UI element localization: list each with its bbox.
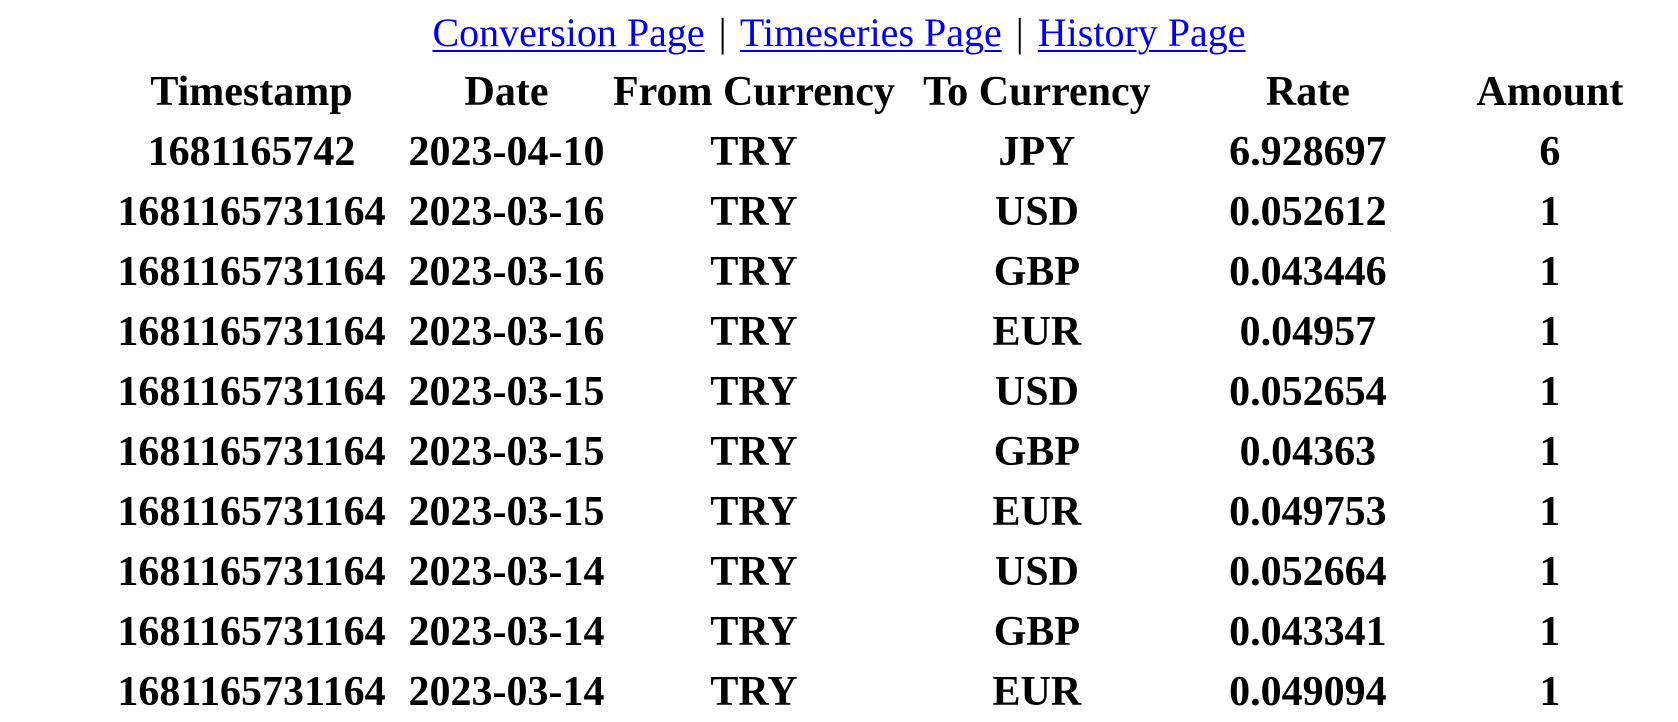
cell-from-currency: TRY — [710, 129, 798, 175]
header-to-currency: To Currency — [923, 69, 1151, 115]
cell-to-currency: EUR — [992, 489, 1082, 535]
cell-from-currency: TRY — [710, 429, 798, 475]
cell-from-currency: TRY — [710, 489, 798, 535]
table-header: Timestamp Date From Currency To Currency… — [103, 62, 1663, 122]
cell-date: 2023-03-16 — [408, 189, 605, 235]
conversion-page-link[interactable]: Conversion Page — [432, 10, 705, 55]
cell-to-currency: USD — [994, 189, 1079, 235]
header-rate: Rate — [1265, 69, 1350, 115]
cell-amount: 1 — [1539, 609, 1561, 655]
cell-amount: 1 — [1539, 429, 1561, 475]
cell-from-currency: TRY — [710, 189, 798, 235]
cell-rate: 0.052654 — [1229, 369, 1387, 415]
cell-from-currency: TRY — [710, 249, 798, 295]
table-row: 1681165731164 2023-03-16 TRY USD 0.052612 1 — [103, 182, 1663, 242]
top-nav: Conversion Page | Timeseries Page | Hist… — [0, 6, 1678, 60]
cell-date: 2023-03-15 — [408, 429, 605, 475]
cell-amount: 1 — [1539, 669, 1561, 715]
cell-to-currency: EUR — [992, 669, 1082, 715]
cell-to-currency: USD — [994, 369, 1079, 415]
header-timestamp: Timestamp — [150, 69, 353, 115]
cell-rate: 0.049753 — [1229, 489, 1387, 535]
table-body: 1681165742 2023-04-10 TRY JPY 6.928697 6 16811… — [103, 122, 1663, 722]
cell-amount: 1 — [1539, 549, 1561, 595]
nav-separator: | — [1015, 10, 1024, 55]
cell-from-currency: TRY — [710, 309, 798, 355]
cell-date: 2023-03-15 — [408, 489, 605, 535]
cell-date: 2023-04-10 — [408, 129, 605, 175]
cell-rate: 0.043446 — [1229, 249, 1387, 295]
cell-to-currency: JPY — [998, 129, 1076, 175]
header-date: Date — [464, 69, 549, 115]
table-row: 1681165742 2023-04-10 TRY JPY 6.928697 6 — [103, 122, 1663, 182]
cell-amount: 1 — [1539, 309, 1561, 355]
header-row: Timestamp Date From Currency To Currency… — [103, 62, 1663, 122]
cell-date: 2023-03-14 — [408, 609, 605, 655]
cell-from-currency: TRY — [710, 609, 798, 655]
cell-timestamp: 1681165731164 — [117, 609, 386, 655]
cell-timestamp: 1681165731164 — [117, 309, 386, 355]
cell-rate: 0.049094 — [1229, 669, 1387, 715]
cell-timestamp: 1681165731164 — [117, 669, 386, 715]
cell-timestamp: 1681165731164 — [117, 429, 386, 475]
cell-date: 2023-03-16 — [408, 309, 605, 355]
cell-amount: 1 — [1539, 369, 1561, 415]
table-row: 1681165731164 2023-03-14 TRY USD 0.052664 1 — [103, 542, 1663, 602]
cell-to-currency: GBP — [993, 609, 1081, 655]
cell-rate: 0.04363 — [1239, 429, 1377, 475]
cell-timestamp: 1681165731164 — [117, 249, 386, 295]
cell-amount: 1 — [1539, 249, 1561, 295]
cell-rate: 0.04957 — [1239, 309, 1377, 355]
table-row: 1681165731164 2023-03-15 TRY EUR 0.049753 1 — [103, 482, 1663, 542]
cell-timestamp: 1681165731164 — [117, 489, 386, 535]
cell-date: 2023-03-16 — [408, 249, 605, 295]
cell-from-currency: TRY — [710, 369, 798, 415]
cell-amount: 1 — [1539, 489, 1561, 535]
timeseries-page-link[interactable]: Timeseries Page — [739, 10, 1002, 55]
table-row: 1681165731164 2023-03-15 TRY USD 0.052654 1 — [103, 362, 1663, 422]
cell-rate: 0.052612 — [1229, 189, 1387, 235]
cell-rate: 0.043341 — [1229, 609, 1387, 655]
cell-timestamp: 1681165731164 — [117, 549, 386, 595]
cell-to-currency: EUR — [992, 309, 1082, 355]
table-row: 1681165731164 2023-03-14 TRY EUR 0.049094 1 — [103, 662, 1663, 722]
cell-from-currency: TRY — [710, 669, 798, 715]
cell-rate: 6.928697 — [1229, 129, 1387, 175]
cell-date: 2023-03-14 — [408, 549, 605, 595]
history-table: Timestamp Date From Currency To Currency… — [103, 62, 1663, 722]
cell-to-currency: USD — [994, 549, 1079, 595]
cell-date: 2023-03-15 — [408, 369, 605, 415]
history-page-link[interactable]: History Page — [1037, 10, 1246, 55]
header-amount: Amount — [1476, 69, 1624, 115]
table-row: 1681165731164 2023-03-16 TRY GBP 0.043446 1 — [103, 242, 1663, 302]
cell-timestamp: 1681165742 — [147, 129, 356, 175]
cell-amount: 1 — [1539, 189, 1561, 235]
cell-timestamp: 1681165731164 — [117, 369, 386, 415]
cell-from-currency: TRY — [710, 549, 798, 595]
table-row: 1681165731164 2023-03-14 TRY GBP 0.043341 1 — [103, 602, 1663, 662]
nav-separator: | — [718, 10, 727, 55]
cell-amount: 6 — [1539, 129, 1561, 175]
cell-date: 2023-03-14 — [408, 669, 605, 715]
cell-rate: 0.052664 — [1229, 549, 1387, 595]
table-row: 1681165731164 2023-03-15 TRY GBP 0.04363 1 — [103, 422, 1663, 482]
cell-timestamp: 1681165731164 — [117, 189, 386, 235]
table-row: 1681165731164 2023-03-16 TRY EUR 0.04957 1 — [103, 302, 1663, 362]
header-from-currency: From Currency — [613, 69, 895, 115]
cell-to-currency: GBP — [993, 429, 1081, 475]
cell-to-currency: GBP — [993, 249, 1081, 295]
